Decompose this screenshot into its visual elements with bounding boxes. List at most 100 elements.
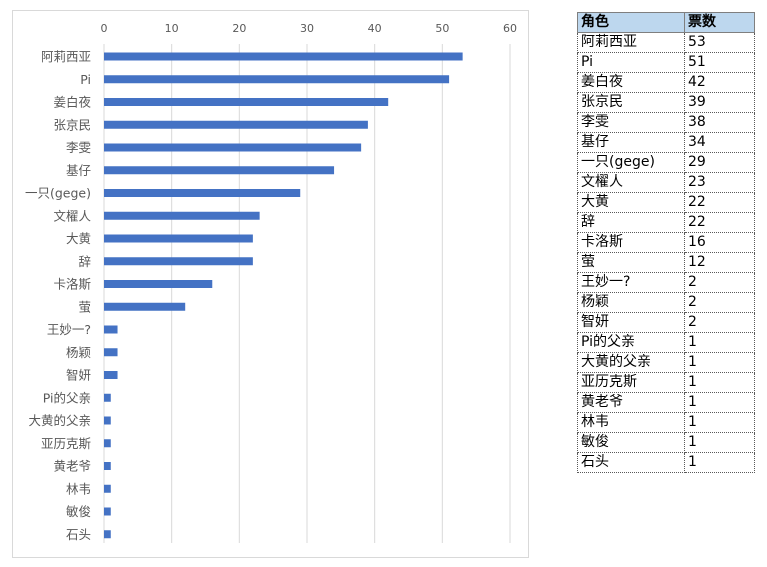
cell-votes: 22	[684, 192, 755, 213]
category-label: 石头	[66, 527, 91, 542]
cell-votes: 38	[684, 112, 755, 133]
table-row: 大黄的父亲 1	[577, 352, 755, 373]
cell-character: 黄老爷	[577, 392, 685, 413]
cell-votes: 42	[684, 72, 755, 93]
table-header-row: 角色 票数	[577, 12, 755, 33]
category-label: 姜白夜	[53, 95, 91, 110]
table-row: 石头 1	[577, 452, 755, 473]
bar	[104, 393, 111, 402]
bars	[104, 52, 463, 539]
category-label: 黄老爷	[53, 459, 91, 474]
header-character: 角色	[577, 12, 685, 33]
cell-votes: 1	[684, 352, 755, 373]
cell-votes: 1	[684, 392, 755, 413]
category-label: 萤	[78, 299, 91, 314]
table-row: 张京民 39	[577, 92, 755, 113]
table-row: 文櫂人 23	[577, 172, 755, 193]
x-tick-label: 30	[300, 22, 314, 35]
cell-character: 文櫂人	[577, 172, 685, 193]
bar-chart: 0 10 20 30 40 50 60 阿莉西亚 Pi 姜白夜 张京民 李雯 基仔 一只(gege) 文櫂…	[12, 10, 529, 558]
category-label: 基仔	[66, 163, 91, 178]
category-label: Pi的父亲	[43, 390, 91, 405]
table-row: 姜白夜 42	[577, 72, 755, 93]
table-row: 敏俊 1	[577, 432, 755, 453]
bar	[104, 462, 111, 470]
votes-table: 角色 票数 阿莉西亚 53 Pi 51 姜白夜 42 张京民 39 李雯 38 基仔 34 一只(geg…	[577, 12, 755, 473]
table-row: 王妙一? 2	[577, 272, 755, 293]
cell-votes: 1	[684, 332, 755, 353]
cell-votes: 51	[684, 52, 755, 73]
category-label: 卡洛斯	[53, 277, 91, 292]
x-tick-label: 50	[435, 22, 449, 35]
cell-character: 张京民	[577, 92, 685, 113]
table-row: 一只(gege) 29	[577, 152, 755, 173]
bar	[104, 189, 301, 197]
cell-votes: 53	[684, 32, 755, 53]
bar	[104, 484, 111, 493]
cell-character: 李雯	[577, 112, 685, 133]
table-row: 亚历克斯 1	[577, 372, 755, 393]
category-label: 李雯	[66, 140, 92, 155]
cell-votes: 1	[684, 412, 755, 433]
cell-character: 亚历克斯	[577, 372, 685, 393]
table-row: 李雯 38	[577, 112, 755, 133]
bar	[104, 302, 186, 311]
bar	[104, 234, 253, 243]
cell-character: 杨颖	[577, 292, 685, 313]
cell-votes: 39	[684, 92, 755, 113]
cell-character: Pi的父亲	[577, 332, 685, 353]
bar	[104, 75, 450, 84]
bar	[104, 211, 260, 220]
cell-votes: 1	[684, 372, 755, 393]
table-row: 智妍 2	[577, 312, 755, 333]
table-row: Pi的父亲 1	[577, 332, 755, 353]
cell-votes: 23	[684, 172, 755, 193]
cell-votes: 29	[684, 152, 755, 173]
cell-votes: 1	[684, 452, 755, 473]
cell-votes: 12	[684, 252, 755, 273]
category-label: 敏俊	[66, 504, 91, 519]
cell-votes: 1	[684, 432, 755, 453]
bar	[104, 348, 118, 357]
category-label: 张京民	[53, 117, 91, 132]
cell-character: 大黄的父亲	[577, 352, 685, 373]
x-tick-label: 60	[503, 22, 517, 35]
category-label: 林韦	[66, 481, 91, 496]
bar	[104, 416, 111, 425]
category-label: 大黄	[66, 231, 91, 246]
category-label: 大黄的父亲	[28, 413, 91, 428]
table-row: 基仔 34	[577, 132, 755, 153]
header-votes: 票数	[684, 12, 755, 33]
bar	[104, 325, 118, 334]
cell-character: 敏俊	[577, 432, 685, 453]
table-row: 大黄 22	[577, 192, 755, 213]
bar	[104, 439, 111, 448]
x-tick-label: 10	[165, 22, 179, 35]
category-label: Pi	[80, 72, 91, 87]
table-row: 黄老爷 1	[577, 392, 755, 413]
table-row: 卡洛斯 16	[577, 232, 755, 253]
category-label: 一只(gege)	[25, 186, 91, 201]
table-row: 林韦 1	[577, 412, 755, 433]
table-row: Pi 51	[577, 52, 755, 73]
table-row: 阿莉西亚 53	[577, 32, 755, 53]
table-row: 辞 22	[577, 212, 755, 233]
gridlines	[103, 44, 511, 543]
cell-character: 卡洛斯	[577, 232, 685, 253]
bar	[104, 280, 213, 288]
cell-votes: 2	[684, 292, 755, 313]
cell-character: Pi	[577, 52, 685, 73]
table-row: 萤 12	[577, 252, 755, 273]
category-label: 王妙一?	[47, 322, 91, 337]
bar	[104, 98, 389, 106]
bar	[104, 52, 463, 61]
category-label: 辞	[78, 254, 91, 269]
cell-character: 石头	[577, 452, 685, 473]
cell-votes: 16	[684, 232, 755, 253]
cell-character: 林韦	[577, 412, 685, 433]
cell-character: 智妍	[577, 312, 685, 333]
category-label: 亚历克斯	[41, 436, 91, 451]
category-label: 杨颖	[66, 345, 91, 360]
category-label: 文櫂人	[53, 208, 91, 223]
